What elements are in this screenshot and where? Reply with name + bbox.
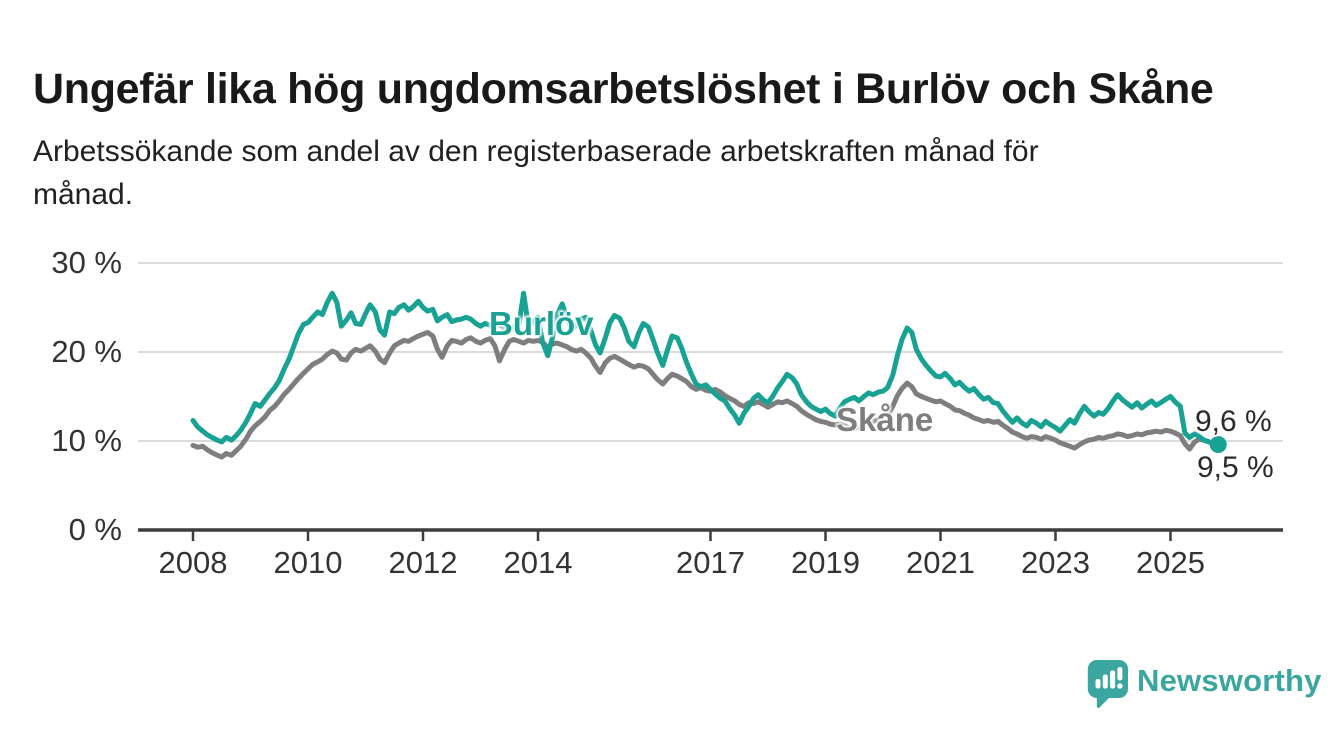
series-line-skane	[190, 329, 1221, 460]
subtitle-line-1: Arbetssökande som andel av den registerb…	[33, 135, 1039, 168]
x-tick-label: 2021	[906, 545, 975, 580]
x-tick-label: 2019	[791, 545, 860, 580]
x-tick-label: 2017	[676, 545, 745, 580]
x-tick-label: 2023	[1021, 545, 1090, 580]
y-tick-label: 0 %	[68, 512, 122, 547]
page-subtitle: Arbetssökande som andel av den registerb…	[33, 130, 1263, 216]
series-end-dot	[1209, 436, 1227, 454]
x-tick-label: 2008	[158, 545, 228, 580]
series-line-burlov	[190, 290, 1221, 448]
x-tick-label: 2025	[1136, 545, 1205, 580]
y-tick-label: 20 %	[51, 334, 122, 369]
series-label-skane: Skåne	[836, 401, 934, 438]
y-tick-label: 30 %	[51, 245, 122, 280]
series-label-burlov: Burlöv	[489, 305, 594, 342]
end-value-label-skane: 9,5 %	[1197, 451, 1274, 484]
newsworthy-logo[interactable]: Newsworthy	[1086, 658, 1322, 708]
x-tick-label: 2014	[503, 545, 573, 580]
newsworthy-logo-text: Newsworthy	[1137, 663, 1322, 698]
subtitle-line-2: månad.	[33, 178, 134, 211]
x-tick-label: 2010	[273, 545, 343, 580]
page-title: Ungefär lika hög ungdomsarbetslöshet i B…	[33, 64, 1214, 113]
end-value-label-burlov: 9,6 %	[1195, 405, 1272, 438]
y-tick-label: 10 %	[51, 423, 122, 458]
x-tick-label: 2012	[388, 545, 458, 580]
bar-chart-speech-bubble-icon	[1087, 660, 1128, 708]
